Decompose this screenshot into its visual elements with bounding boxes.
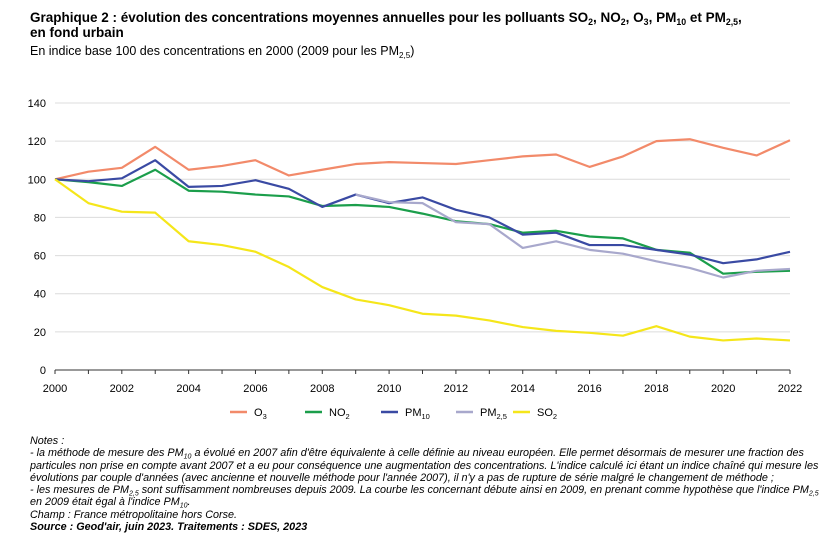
legend-label: PM2,5 — [480, 407, 507, 421]
legend-label: PM10 — [405, 407, 430, 421]
series-line-so2 — [54, 178, 791, 342]
note-pm25: - les mesures de PM2,5 sont suffisamment… — [30, 484, 819, 510]
series-line-pm25 — [355, 193, 791, 279]
x-tick-label: 2016 — [577, 383, 601, 395]
y-tick-label: 140 — [28, 98, 46, 110]
legend-item: NO2 — [305, 407, 350, 421]
x-tick-label: 2020 — [711, 383, 735, 395]
x-tick-label: 2008 — [310, 383, 334, 395]
x-tick-label: 2022 — [778, 383, 802, 395]
x-tick-label: 2002 — [110, 383, 134, 395]
legend-label: O3 — [254, 407, 267, 421]
legend: O3 NO2 PM10 PM2,5 SO2 — [230, 407, 557, 421]
series-line-o3 — [54, 138, 791, 181]
series-line-pm10 — [54, 159, 791, 265]
legend-item: PM10 — [381, 407, 430, 421]
note-pm10: - la méthode de mesure des PM10 a évolué… — [30, 447, 819, 484]
legend-item: PM2,5 — [456, 407, 507, 421]
notes-heading: Notes : — [30, 435, 65, 447]
x-tick-label: 2000 — [43, 383, 67, 395]
y-tick-label: 0 — [40, 365, 46, 377]
y-tick-label: 60 — [34, 251, 46, 263]
notes: Notes : - la méthode de mesure des PM10 … — [30, 435, 820, 533]
x-tick-label: 2006 — [243, 383, 267, 395]
x-tick-label: 2018 — [644, 383, 668, 395]
grid-lines — [55, 102, 790, 333]
y-tick-label: 120 — [28, 136, 46, 148]
legend-item: SO2 — [513, 407, 557, 421]
chart-title: Graphique 2 : évolution des concentratio… — [30, 10, 742, 40]
note-source: Source : Geod'air, juin 2023. Traitement… — [30, 521, 308, 534]
chart-subtitle: En indice base 100 des concentrations en… — [30, 44, 415, 60]
x-axis: 2000 2002 2004 2006 2008 2010 2012 2014 2016 2018… — [43, 369, 802, 395]
legend-label: NO2 — [329, 407, 350, 421]
y-tick-label: 100 — [28, 174, 46, 186]
y-tick-label: 80 — [34, 212, 46, 224]
x-tick-label: 2012 — [444, 383, 468, 395]
y-tick-label: 40 — [34, 289, 46, 301]
y-axis-ticks: 0 20 40 60 80 100 120 140 — [28, 98, 46, 377]
note-champ: Champ : France métropolitaine hors Corse… — [30, 508, 238, 521]
x-tick-label: 2010 — [377, 383, 401, 395]
y-tick-label: 20 — [34, 327, 46, 339]
x-tick-label: 2014 — [510, 383, 534, 395]
legend-item: O3 — [230, 407, 267, 421]
legend-label: SO2 — [537, 407, 557, 421]
series-lines — [54, 138, 791, 342]
x-tick-label: 2004 — [176, 383, 200, 395]
